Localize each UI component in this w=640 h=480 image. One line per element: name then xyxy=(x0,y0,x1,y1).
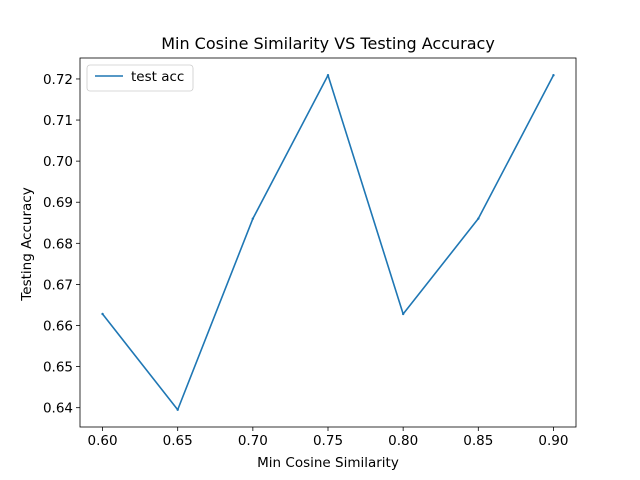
x-tick-label: 0.65 xyxy=(163,433,193,449)
y-tick-label: 0.64 xyxy=(43,401,73,417)
y-tick-label: 0.71 xyxy=(43,113,73,129)
y-tick-label: 0.67 xyxy=(43,277,73,293)
plot-frame xyxy=(79,57,577,428)
chart-title: Min Cosine Similarity VS Testing Accurac… xyxy=(161,34,495,53)
x-tick-label: 0.80 xyxy=(388,433,418,449)
legend-box xyxy=(86,64,194,92)
y-tick-label: 0.69 xyxy=(43,195,73,211)
x-tick-label: 0.90 xyxy=(538,433,568,449)
x-tick-label: 0.85 xyxy=(463,433,493,449)
legend-label-test-acc: test acc xyxy=(131,69,184,85)
data-point xyxy=(101,312,104,316)
data-point xyxy=(477,217,480,220)
x-tick-label: 0.75 xyxy=(313,433,343,449)
legend: test acc xyxy=(86,64,194,92)
x-tick-label: 0.60 xyxy=(88,433,118,449)
x-tick-label: 0.70 xyxy=(238,433,268,449)
data-point xyxy=(552,74,555,77)
y-axis-ticks: 0.64 0.65 0.66 0.67 0.68 0.69 0.70 0.71 0.72 xyxy=(43,72,80,417)
data-point xyxy=(251,217,255,220)
plot-area xyxy=(79,57,577,428)
y-tick-label: 0.70 xyxy=(43,154,73,170)
y-tick-label: 0.72 xyxy=(43,72,73,88)
y-tick-label: 0.66 xyxy=(43,319,73,335)
data-point xyxy=(401,312,405,316)
data-point xyxy=(176,408,179,411)
x-axis-title: Min Cosine Similarity xyxy=(257,455,399,471)
x-axis-ticks: 0.60 0.65 0.70 0.75 0.80 0.85 0.90 xyxy=(88,427,568,449)
data-point xyxy=(326,74,330,77)
y-tick-label: 0.68 xyxy=(43,236,73,252)
y-tick-label: 0.65 xyxy=(43,360,73,376)
y-axis-title: Testing Accuracy xyxy=(19,187,35,301)
series-line-test-acc xyxy=(101,74,555,411)
series-points xyxy=(101,74,555,411)
